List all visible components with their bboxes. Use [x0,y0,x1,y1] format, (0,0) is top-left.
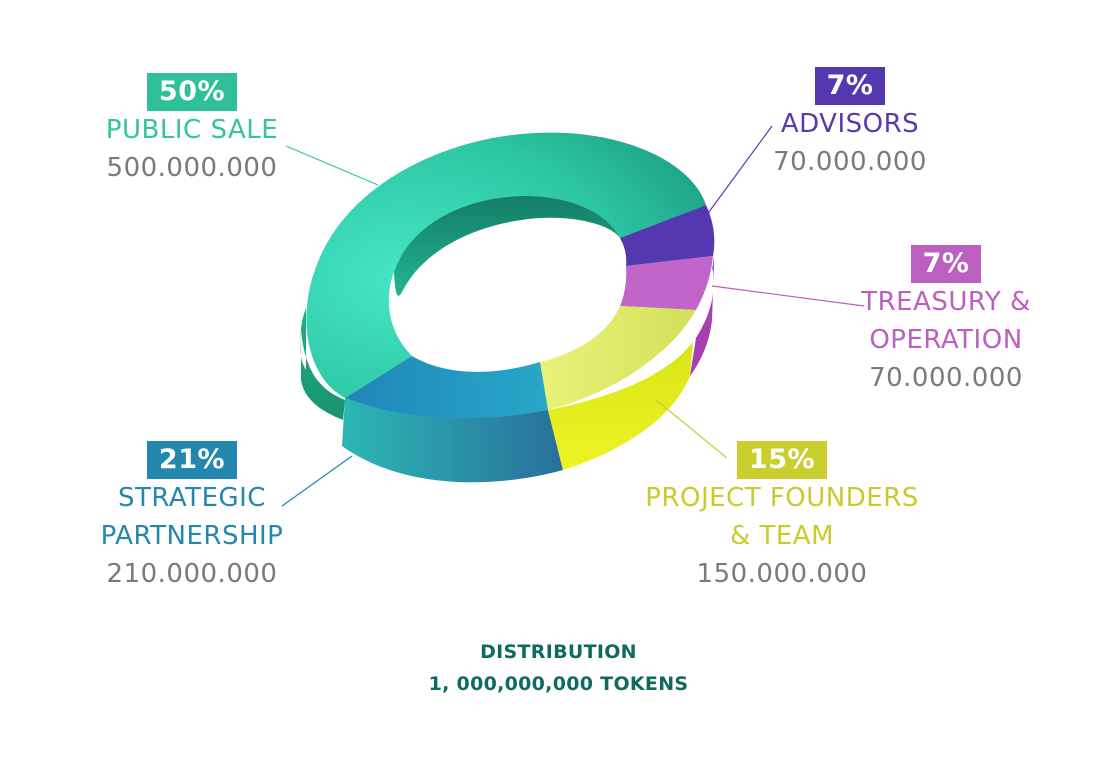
segment-amount: 210.000.000 [106,559,278,589]
percent-badge: 7% [910,245,982,283]
advisors-slice [620,205,715,266]
segment-name-line-1: STRATEGIC [118,483,266,513]
segment-name: ADVISORS [780,109,920,139]
treasury-slice [620,256,713,310]
founders-leader [655,399,728,459]
chart-title: DISTRIBUTION [480,641,637,663]
advisors-side [712,256,714,292]
public-sale-side [300,308,345,420]
label-public-sale: 50% PUBLIC SALE 500.000.000 [96,73,288,187]
percent-badge: 21% [146,441,238,479]
inner-wall [394,196,620,296]
public-sale-leader [285,145,379,186]
percent-badge: 7% [814,67,886,105]
public-sale-slice [306,132,706,398]
project-founders-side [548,342,693,470]
strategic-partnership-side [342,398,563,483]
segment-amount: 150.000.000 [696,559,868,589]
strategic-partnership-slice [345,356,548,419]
segment-name-line-1: PROJECT FOUNDERS [645,483,919,513]
segment-amount: 500.000.000 [106,153,278,183]
label-treasury: 7% TREASURY & OPERATION 70.000.000 [858,245,1034,397]
strategic-leader [281,455,353,507]
chart-subtitle: 1, 000,000,000 TOKENS [428,673,689,695]
segment-name-line-2: & TEAM [729,521,835,551]
segment-amount: 70.000.000 [869,363,1023,393]
label-project-founders: 15% PROJECT FOUNDERS & TEAM 150.000.000 [632,441,932,593]
segment-amount: 70.000.000 [773,147,927,177]
treasury-side [690,292,713,376]
chart-footer: DISTRIBUTION 1, 000,000,000 TOKENS [0,636,1117,700]
project-founders-slice [540,306,696,410]
percent-badge: 50% [146,73,238,111]
segment-name: PUBLIC SALE [105,115,279,145]
label-advisors: 7% ADVISORS 70.000.000 [762,67,938,181]
segment-name-line-2: PARTNERSHIP [100,521,284,551]
advisors-leader [705,125,773,217]
treasury-leader [711,285,865,307]
segment-name-line-2: OPERATION [869,325,1023,355]
segment-name-line-1: TREASURY & [861,287,1031,317]
percent-badge: 15% [736,441,828,479]
label-strategic-partnership: 21% STRATEGIC PARTNERSHIP 210.000.000 [96,441,288,593]
